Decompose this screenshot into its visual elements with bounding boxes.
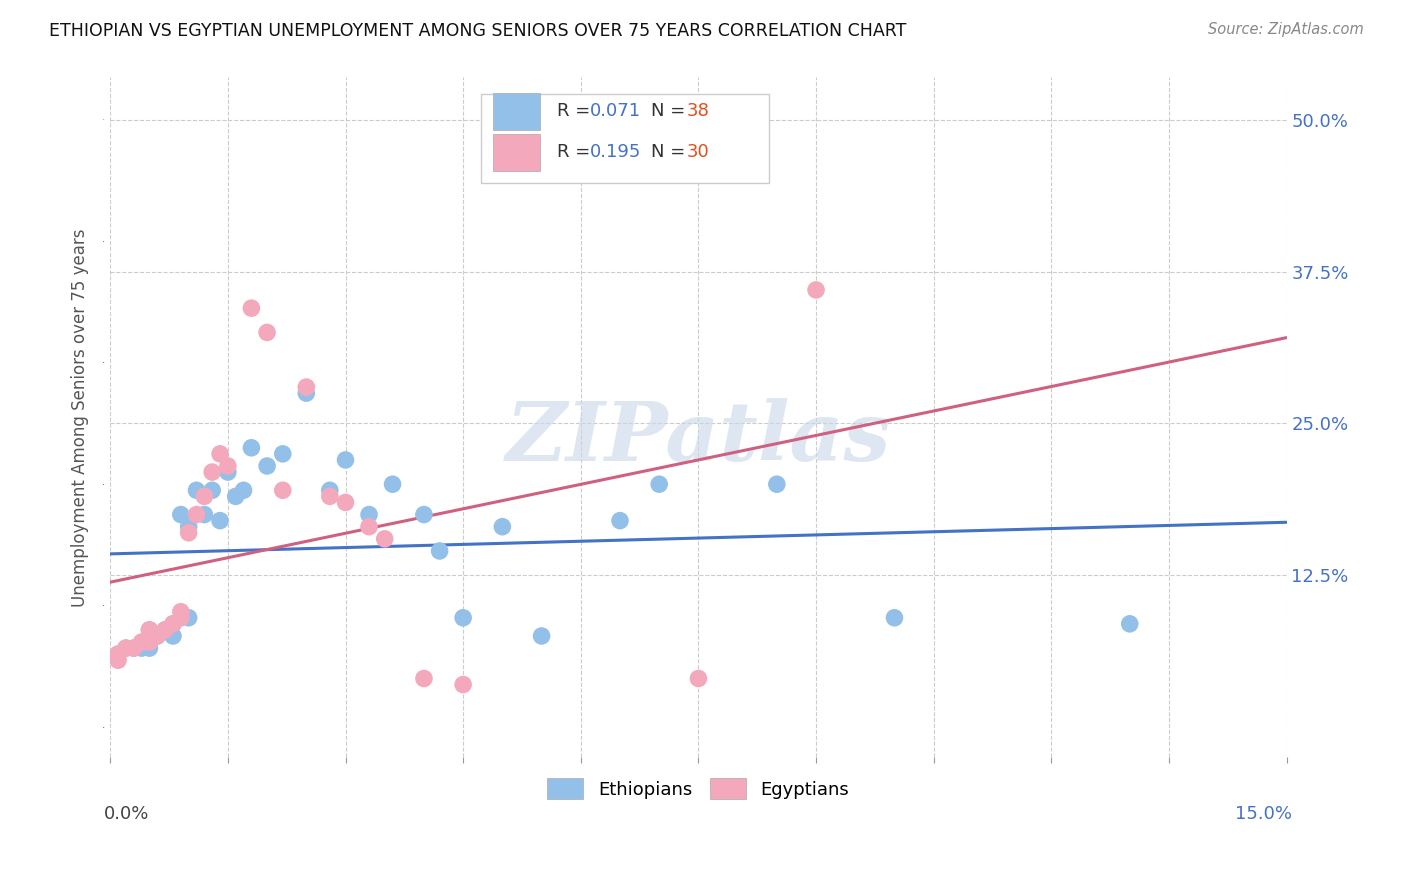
Point	[177, 525, 200, 540]
Point	[162, 616, 184, 631]
Point	[225, 489, 247, 503]
Point	[170, 611, 193, 625]
Point	[335, 453, 357, 467]
Text: R =: R =	[557, 103, 596, 120]
Point	[153, 623, 176, 637]
Legend: Ethiopians, Egyptians: Ethiopians, Egyptians	[540, 771, 856, 806]
Point	[107, 653, 129, 667]
Point	[295, 380, 318, 394]
Point	[186, 483, 208, 498]
Point	[201, 483, 224, 498]
Point	[357, 508, 380, 522]
Point	[451, 611, 474, 625]
Text: N =: N =	[651, 144, 692, 161]
Point	[609, 514, 631, 528]
Point	[115, 641, 138, 656]
FancyBboxPatch shape	[492, 93, 540, 130]
Point	[381, 477, 404, 491]
Point	[491, 519, 513, 533]
Point	[162, 616, 184, 631]
Point	[335, 495, 357, 509]
Point	[295, 386, 318, 401]
FancyBboxPatch shape	[492, 134, 540, 171]
Point	[413, 508, 436, 522]
Point	[138, 623, 160, 637]
Point	[217, 465, 239, 479]
Point	[170, 508, 193, 522]
Text: ETHIOPIAN VS EGYPTIAN UNEMPLOYMENT AMONG SENIORS OVER 75 YEARS CORRELATION CHART: ETHIOPIAN VS EGYPTIAN UNEMPLOYMENT AMONG…	[49, 22, 907, 40]
Point	[232, 483, 254, 498]
Text: 38: 38	[686, 103, 710, 120]
Point	[451, 677, 474, 691]
Point	[208, 514, 231, 528]
Point	[688, 672, 710, 686]
Point	[170, 605, 193, 619]
Point	[271, 483, 294, 498]
Point	[138, 635, 160, 649]
Point	[193, 508, 215, 522]
Text: R =: R =	[557, 144, 596, 161]
Point	[186, 508, 208, 522]
Text: 0.195: 0.195	[591, 144, 641, 161]
Point	[122, 641, 145, 656]
Point	[131, 641, 153, 656]
Point	[648, 477, 671, 491]
Point	[319, 483, 342, 498]
Point	[208, 447, 231, 461]
Point	[131, 635, 153, 649]
Point	[240, 441, 263, 455]
Text: 0.071: 0.071	[591, 103, 641, 120]
Point	[256, 326, 278, 340]
Point	[201, 465, 224, 479]
Point	[374, 532, 396, 546]
Point	[146, 629, 169, 643]
Text: 0.0%: 0.0%	[104, 805, 149, 823]
Text: Source: ZipAtlas.com: Source: ZipAtlas.com	[1208, 22, 1364, 37]
Point	[153, 623, 176, 637]
Point	[240, 301, 263, 315]
Point	[217, 458, 239, 473]
Text: N =: N =	[651, 103, 692, 120]
Point	[429, 544, 451, 558]
Point	[1119, 616, 1142, 631]
Point	[357, 519, 380, 533]
Point	[413, 672, 436, 686]
Point	[107, 647, 129, 661]
Text: 30: 30	[686, 144, 710, 161]
Point	[177, 519, 200, 533]
Point	[530, 629, 553, 643]
Point	[319, 489, 342, 503]
Y-axis label: Unemployment Among Seniors over 75 years: Unemployment Among Seniors over 75 years	[72, 228, 89, 607]
Point	[107, 647, 129, 661]
Text: ZIPatlas: ZIPatlas	[506, 398, 891, 478]
Point	[804, 283, 827, 297]
Point	[162, 629, 184, 643]
Point	[177, 611, 200, 625]
Point	[138, 623, 160, 637]
FancyBboxPatch shape	[481, 95, 769, 183]
Point	[766, 477, 789, 491]
Point	[115, 641, 138, 656]
Text: 15.0%: 15.0%	[1236, 805, 1292, 823]
Point	[883, 611, 905, 625]
Point	[193, 489, 215, 503]
Point	[271, 447, 294, 461]
Point	[122, 641, 145, 656]
Point	[256, 458, 278, 473]
Point	[146, 629, 169, 643]
Point	[138, 641, 160, 656]
